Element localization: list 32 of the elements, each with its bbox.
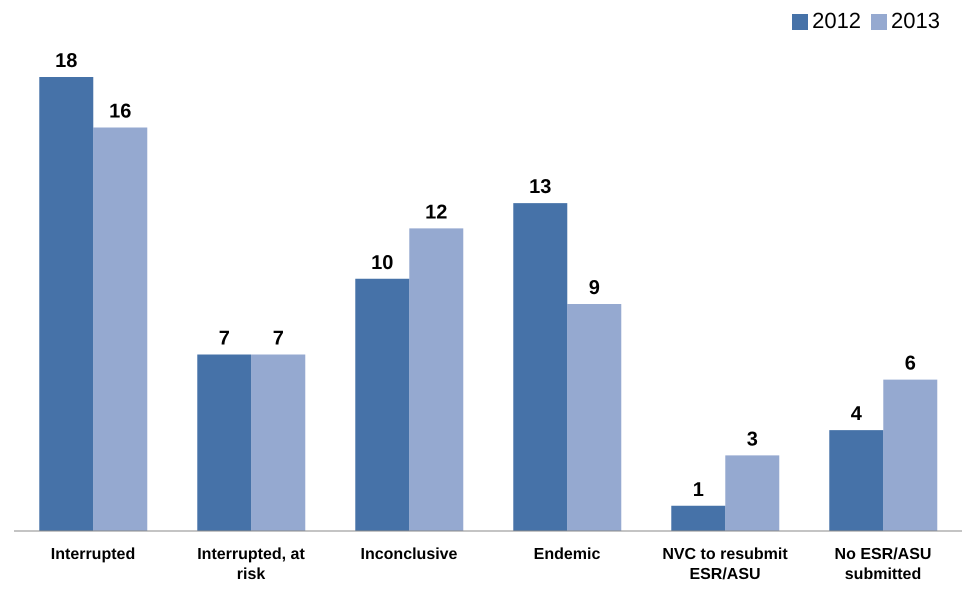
- x-tick-label: NVC to resubmit ESR/ASU: [662, 546, 788, 583]
- data-label: 16: [109, 100, 132, 122]
- x-tick-label: Endemic: [534, 546, 600, 563]
- bar: [197, 354, 252, 531]
- data-label: 3: [746, 428, 758, 450]
- bar: [93, 127, 148, 531]
- data-label: 9: [588, 277, 600, 299]
- data-label: 7: [218, 327, 230, 350]
- x-tick-label: Inconclusive: [360, 546, 458, 563]
- bar: [39, 77, 94, 531]
- legend-label: 2013: [891, 8, 940, 33]
- data-label: 6: [904, 352, 916, 375]
- bar: [725, 455, 780, 531]
- bar: [829, 430, 884, 531]
- data-label: 18: [55, 50, 78, 72]
- data-label: 10: [371, 252, 394, 274]
- x-tick-label: Interrupted: [50, 546, 136, 563]
- bar: [513, 203, 568, 531]
- bar: [671, 506, 726, 531]
- x-tick-label: No ESR/ASU submitted: [834, 546, 932, 583]
- bar: [883, 380, 938, 531]
- data-label: 1: [692, 478, 704, 501]
- bar: [355, 278, 410, 531]
- data-label: 12: [425, 201, 448, 224]
- legend-label: 2012: [812, 8, 862, 33]
- data-label: 7: [272, 327, 284, 350]
- data-label: 13: [529, 176, 552, 198]
- x-tick-label: Interrupted, at risk: [197, 546, 306, 583]
- bar: [251, 354, 306, 531]
- data-label: 4: [850, 403, 863, 426]
- bar: [567, 304, 622, 531]
- bar: [409, 228, 464, 531]
